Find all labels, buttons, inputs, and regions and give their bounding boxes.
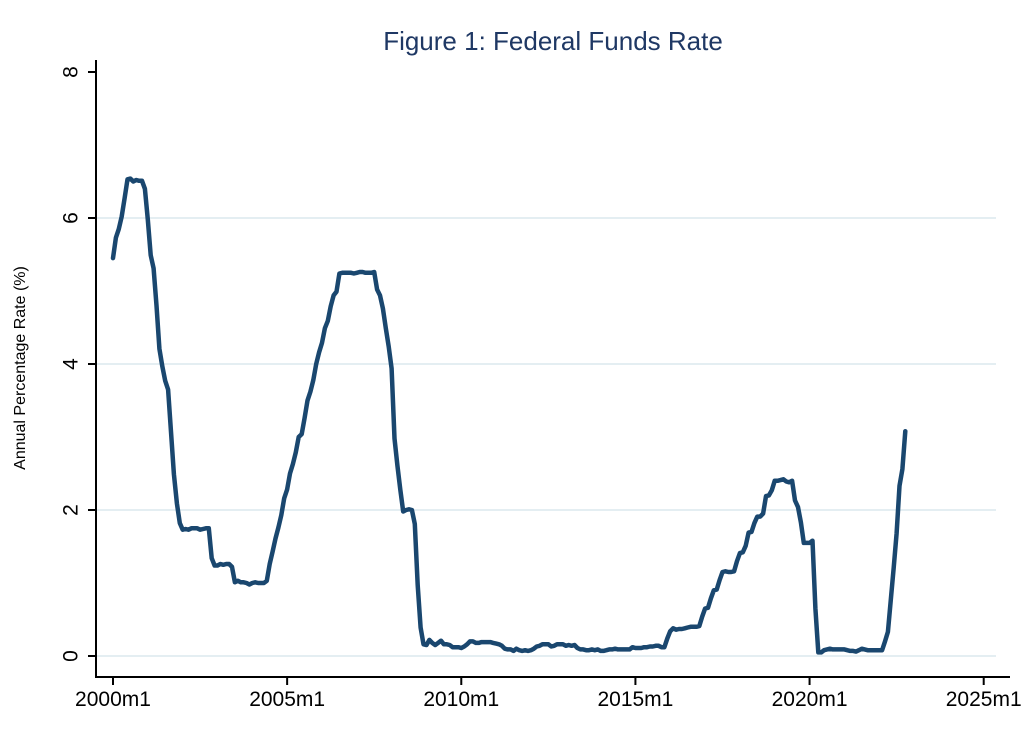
y-tick-label: 2 bbox=[60, 504, 83, 516]
x-tick-label: 2010m1 bbox=[423, 688, 499, 711]
y-tick-label: 0 bbox=[60, 650, 83, 662]
y-tick-label: 4 bbox=[60, 358, 83, 370]
y-axis-title: Annual Percentage Rate (%) bbox=[12, 266, 29, 470]
x-tick-label: 2020m1 bbox=[772, 688, 848, 711]
x-tick-label: 2005m1 bbox=[249, 688, 325, 711]
x-tick-label: 2025m1 bbox=[946, 688, 1022, 711]
y-tick-label: 6 bbox=[60, 212, 83, 224]
x-tick-label: 2015m1 bbox=[597, 688, 673, 711]
chart-title: Figure 1: Federal Funds Rate bbox=[383, 26, 723, 56]
fed-funds-rate-line bbox=[110, 176, 908, 655]
x-tick-label: 2000m1 bbox=[75, 688, 151, 711]
y-tick-label: 8 bbox=[60, 66, 83, 78]
